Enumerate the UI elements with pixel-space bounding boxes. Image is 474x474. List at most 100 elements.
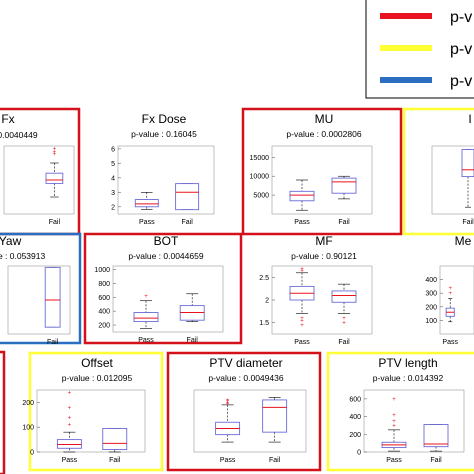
x-tick-label: Pass <box>294 219 310 226</box>
panel: BOT p-value : 0.0044659 200 400 600 800 1000 + P… <box>83 232 243 345</box>
legend-label: p-v <box>450 73 472 90</box>
box <box>331 290 357 303</box>
x-tick-label: Pass <box>386 457 402 464</box>
y-tick-label: 0 <box>30 450 34 457</box>
box <box>134 199 159 208</box>
panel: I Fail <box>402 107 474 236</box>
panel-pvalue: p-value : 0.0044659 <box>128 251 203 261</box>
panel-pvalue: p-value : 0.0040449 <box>0 130 38 140</box>
y-tick-label: 2 <box>265 298 269 305</box>
plot-area <box>3 145 75 215</box>
box <box>44 266 61 328</box>
y-tick-label: 600 <box>349 396 361 403</box>
x-tick-label: Fail <box>187 337 199 344</box>
outlier-point: + <box>392 423 396 429</box>
box-pass: ++++ <box>381 397 407 452</box>
y-tick-label: 10000 <box>250 174 270 181</box>
panel: Yaw p-value : 0.053913 Fail <box>0 232 82 346</box>
panel: MFp-value : 0.901211.522.5+++++Pass++Fai… <box>259 234 373 346</box>
box <box>133 312 159 323</box>
panel-title: Fx Dose <box>142 112 187 126</box>
y-tick-label: 2 <box>111 204 115 211</box>
box-fail <box>102 427 128 453</box>
panel-title: Offset <box>81 356 113 370</box>
panel-title: PTV length <box>378 356 437 370</box>
y-tick-label: 200 <box>22 400 34 407</box>
outlier-point: + <box>226 398 230 404</box>
panel-title: BOT <box>154 234 179 248</box>
panel-pvalue: p-value : 0.16045 <box>131 129 197 139</box>
box <box>45 172 64 184</box>
clipped-panel-frame <box>0 350 6 474</box>
panel-title: I <box>468 112 471 126</box>
plot-area <box>271 145 373 215</box>
plot-area <box>7 265 71 335</box>
y-tick-label: 5 <box>111 161 115 168</box>
box-fail <box>461 148 474 208</box>
panel-pvalue: p-value : 0.053913 <box>0 251 45 261</box>
x-tick-label: Fail <box>109 457 121 464</box>
panel-pvalue: p-value : 0.014392 <box>373 373 444 383</box>
box-pass: +++++ <box>289 266 315 329</box>
outlier-point: + <box>392 397 396 403</box>
outlier-point: + <box>53 152 57 158</box>
plot-area <box>363 389 465 453</box>
box-fail: ++ <box>331 283 357 327</box>
outlier-point: + <box>226 402 230 408</box>
y-tick-label: 4 <box>111 175 115 182</box>
box-fail <box>423 424 449 452</box>
x-tick-label: Fail <box>430 457 442 464</box>
box <box>423 424 449 448</box>
panel-frame <box>0 232 82 345</box>
panel-frame <box>402 107 474 236</box>
plot-area <box>431 145 474 215</box>
box-pass <box>289 179 315 211</box>
box <box>331 177 357 194</box>
box-fail <box>175 183 200 211</box>
plot-area <box>36 389 146 453</box>
box-pass <box>134 191 159 210</box>
x-tick-label: Fail <box>47 339 59 346</box>
x-tick-label: Fail <box>338 339 350 346</box>
outlier-point: + <box>226 399 230 405</box>
box-fail <box>179 293 205 322</box>
outlier-point: + <box>300 318 304 324</box>
y-tick-label: 2.5 <box>259 275 269 282</box>
y-tick-label: 200 <box>349 432 361 439</box>
x-tick-label: Pass <box>294 339 310 346</box>
x-tick-label: Pass <box>62 457 78 464</box>
box-pass: ++++ <box>215 398 241 443</box>
panel-pvalue: p-value : 0.0002806 <box>286 129 361 139</box>
panel: Offset p-value : 0.012095 0 100 200 + + + + Pass F… <box>22 351 164 472</box>
box-pass: + + + + <box>56 390 82 453</box>
y-tick-label: 3 <box>111 190 115 197</box>
box-fail <box>262 397 288 443</box>
box <box>262 399 288 433</box>
outlier-point: + <box>68 405 72 411</box>
box <box>461 148 474 178</box>
y-tick-label: 100 <box>22 425 34 432</box>
outlier-point: + <box>300 269 304 275</box>
outlier-point: + <box>68 423 72 429</box>
outlier-point: + <box>448 286 452 292</box>
outlier-point: + <box>342 321 346 327</box>
panel: Fx Dose p-value : 0.16045 2 3 4 5 6 Pass Fail <box>111 112 215 226</box>
outlier-point: + <box>68 415 72 421</box>
outlier-point: + <box>300 266 304 272</box>
y-tick-label: 200 <box>98 323 110 330</box>
box-fail <box>44 266 61 328</box>
y-tick-label: 1000 <box>94 267 110 274</box>
panel-frame <box>241 107 403 236</box>
x-tick-label: Fail <box>49 219 61 226</box>
panel-pvalue: p-value : 0.012095 <box>62 373 133 383</box>
y-tick-label: 400 <box>98 309 110 316</box>
y-tick-label: 400 <box>349 414 361 421</box>
outlier-point: + <box>226 400 230 406</box>
legend-label: p-v <box>450 41 472 58</box>
x-tick-label: Fail <box>181 219 193 226</box>
y-tick-label: 5000 <box>253 193 269 200</box>
legend: p-v p-v p-v <box>365 0 474 99</box>
outlier-point: + <box>68 390 72 396</box>
